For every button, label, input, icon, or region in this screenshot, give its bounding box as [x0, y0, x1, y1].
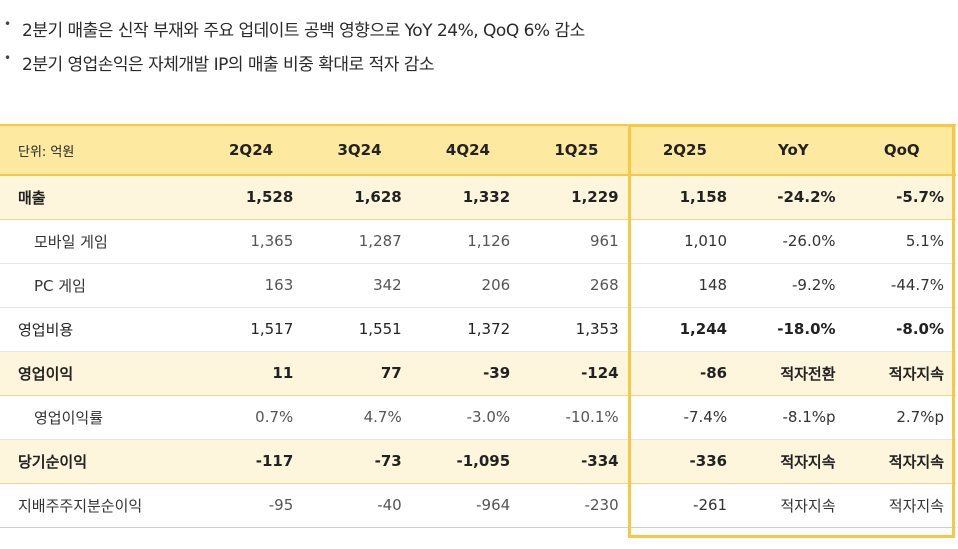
- table-cell: -3.0%: [413, 395, 523, 440]
- table-cell: 11: [196, 350, 306, 396]
- financial-table: 단위: 억원 2Q24 3Q24 4Q24 1Q25 2Q25 YoY QoQ …: [0, 124, 956, 528]
- table-row-pc: PC 게임 163 342 206 268 148 -9.2% -44.7%: [0, 263, 956, 308]
- table-cell: 206: [413, 263, 523, 308]
- table-cell: 1,126: [413, 219, 523, 264]
- column-header: 1Q25: [522, 124, 631, 176]
- table-cell: 1,551: [305, 307, 414, 352]
- table-cell: 적자지속: [739, 438, 848, 484]
- table-row-net-income: 당기순이익 -117 -73 -1,095 -334 -336 적자지속 적자지…: [0, 438, 956, 484]
- bullet-dot: •: [4, 51, 11, 65]
- table-cell: -9.2%: [739, 263, 848, 308]
- column-header: YoY: [739, 124, 848, 176]
- table-cell: 0.7%: [196, 395, 306, 440]
- row-label: 지배주주지분순이익: [0, 483, 197, 528]
- table-cell: -18.0%: [739, 307, 848, 352]
- table-cell: 적자전환: [739, 350, 848, 396]
- table-cell: 1,158: [630, 174, 740, 220]
- table-cell: -964: [413, 483, 523, 528]
- table-cell: 77: [305, 350, 414, 396]
- bullet-text: 2분기 매출은 신작 부재와 주요 업데이트 공백 영향으로 YoY 24%, …: [22, 21, 585, 41]
- table-cell: 268: [522, 263, 631, 308]
- table-cell: 1,628: [305, 174, 414, 220]
- table-cell: -86: [630, 350, 740, 396]
- bullet-list: • 2분기 매출은 신작 부재와 주요 업데이트 공백 영향으로 YoY 24%…: [0, 10, 958, 86]
- table-row-mobile: 모바일 게임 1,365 1,287 1,126 961 1,010 -26.0…: [0, 219, 956, 264]
- table-cell: -26.0%: [739, 219, 848, 264]
- table-cell: 342: [305, 263, 414, 308]
- table-cell: -117: [196, 438, 306, 484]
- table-cell: 4.7%: [305, 395, 414, 440]
- table-cell: 5.1%: [847, 219, 956, 264]
- table-cell: 1,372: [413, 307, 523, 352]
- table-cell: 1,287: [305, 219, 414, 264]
- table-cell: -336: [630, 438, 740, 484]
- row-label: 영업비용: [0, 307, 197, 352]
- table-cell: 1,244: [630, 307, 740, 352]
- table-cell: 163: [196, 263, 306, 308]
- table-cell: 적자지속: [847, 483, 956, 528]
- unit-label: 단위: 억원: [0, 124, 197, 176]
- row-label: 매출: [0, 174, 197, 220]
- row-label: 영업이익: [0, 350, 197, 396]
- table-cell: -24.2%: [739, 174, 848, 220]
- table-row-revenue: 매출 1,528 1,628 1,332 1,229 1,158 -24.2% …: [0, 174, 956, 220]
- column-header: 4Q24: [413, 124, 523, 176]
- row-label: PC 게임: [0, 263, 197, 308]
- table-cell: 961: [522, 219, 631, 264]
- table-cell: -124: [522, 350, 631, 396]
- column-header: 2Q24: [196, 124, 306, 176]
- row-label: 당기순이익: [0, 438, 197, 484]
- table-header-row: 단위: 억원 2Q24 3Q24 4Q24 1Q25 2Q25 YoY QoQ: [0, 124, 956, 176]
- table-row-operating-income: 영업이익 11 77 -39 -124 -86 적자전환 적자지속: [0, 350, 956, 396]
- row-label: 영업이익률: [0, 395, 197, 440]
- table-cell: -39: [413, 350, 523, 396]
- table-cell: -73: [305, 438, 414, 484]
- table-cell: 1,353: [522, 307, 631, 352]
- table-cell: -95: [196, 483, 306, 528]
- table-cell: 148: [630, 263, 740, 308]
- table-cell: -230: [522, 483, 631, 528]
- column-header: 3Q24: [305, 124, 414, 176]
- table-row-operating-margin: 영업이익률 0.7% 4.7% -3.0% -10.1% -7.4% -8.1%…: [0, 395, 956, 440]
- table-cell: -44.7%: [847, 263, 956, 308]
- table-cell: 적자지속: [739, 483, 848, 528]
- table-cell: -8.0%: [847, 307, 956, 352]
- bullet-dot: •: [4, 17, 11, 31]
- table-cell: 1,365: [196, 219, 306, 264]
- table-cell: 1,517: [196, 307, 306, 352]
- table-cell: -5.7%: [847, 174, 956, 220]
- table-cell: -7.4%: [630, 395, 740, 440]
- column-header: QoQ: [847, 124, 956, 176]
- table-cell: 1,229: [522, 174, 631, 220]
- table-cell: 2.7%p: [847, 395, 956, 440]
- column-header: 2Q25: [630, 124, 740, 176]
- table-cell: -10.1%: [522, 395, 631, 440]
- table-cell: 1,528: [196, 174, 306, 220]
- table-cell: -40: [305, 483, 414, 528]
- table-cell: 1,332: [413, 174, 523, 220]
- table-cell: 1,010: [630, 219, 740, 264]
- table-cell: 적자지속: [847, 350, 956, 396]
- table-cell: -8.1%p: [739, 395, 848, 440]
- bullet-text: 2분기 영업손익은 자체개발 IP의 매출 비중 확대로 적자 감소: [22, 55, 435, 75]
- bullet-item: • 2분기 영업손익은 자체개발 IP의 매출 비중 확대로 적자 감소: [0, 48, 958, 86]
- table-cell: -334: [522, 438, 631, 484]
- table-row-controlling-net-income: 지배주주지분순이익 -95 -40 -964 -230 -261 적자지속 적자…: [0, 483, 956, 528]
- table-cell: -1,095: [413, 438, 523, 484]
- table-cell: -261: [630, 483, 740, 528]
- row-label: 모바일 게임: [0, 219, 197, 264]
- table-cell: 적자지속: [847, 438, 956, 484]
- bullet-item: • 2분기 매출은 신작 부재와 주요 업데이트 공백 영향으로 YoY 24%…: [0, 10, 958, 48]
- table-row-opex: 영업비용 1,517 1,551 1,372 1,353 1,244 -18.0…: [0, 307, 956, 352]
